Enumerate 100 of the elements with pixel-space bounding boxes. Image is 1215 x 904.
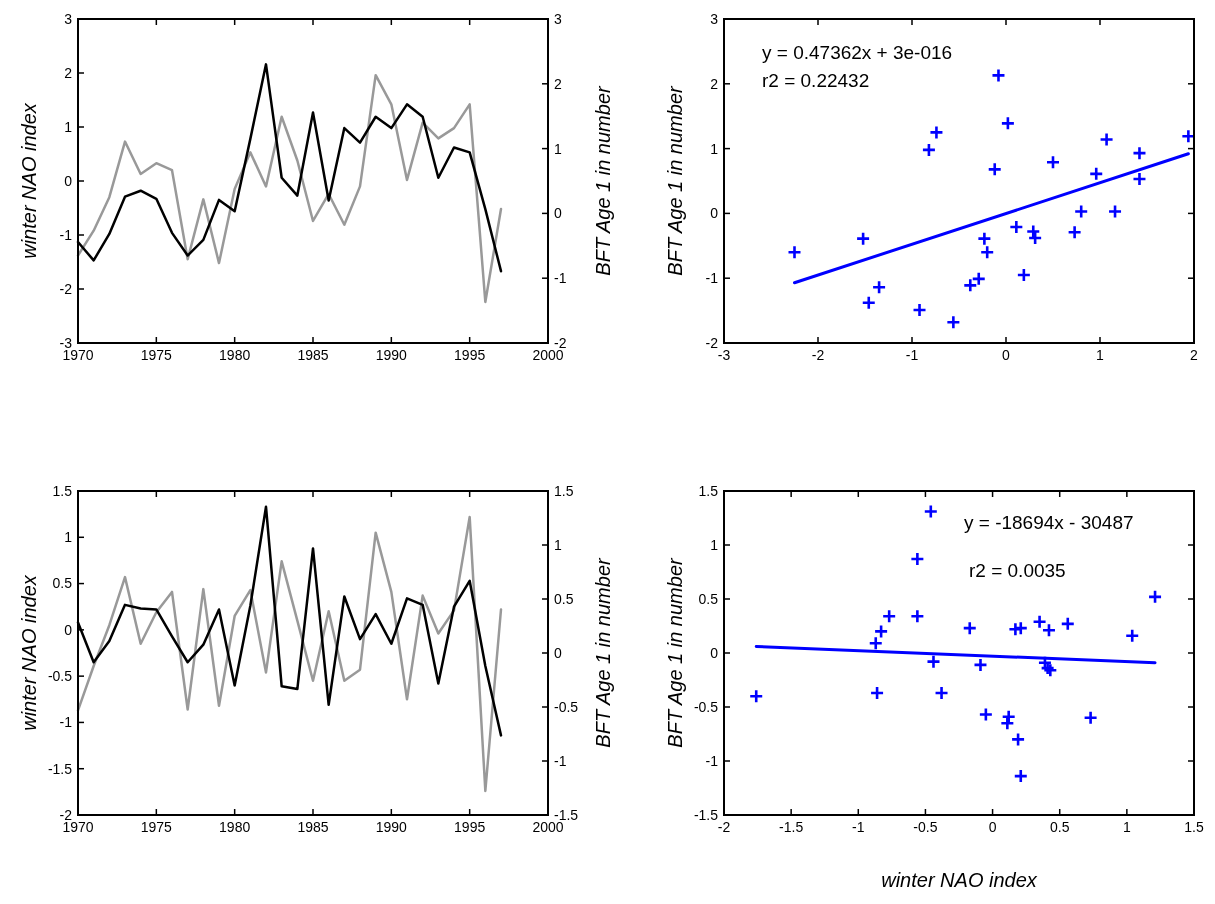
x-axis-title: winter NAO index bbox=[881, 869, 1038, 891]
y-tick-label: 1 bbox=[710, 536, 719, 553]
y2-axis-title: BFT Age 1 in number bbox=[592, 556, 614, 748]
x-tick-label: -0.5 bbox=[913, 819, 938, 835]
y2-tick-label: 1 bbox=[554, 140, 562, 157]
y2-tick-label: -1 bbox=[554, 752, 567, 769]
y-tick-label: 2 bbox=[710, 75, 719, 92]
y-tick-label: 1.5 bbox=[52, 482, 73, 499]
point bbox=[1010, 732, 1026, 747]
point bbox=[1083, 710, 1098, 726]
annotation: y = -18694x - 30487 bbox=[964, 512, 1134, 533]
y-tick-label: 2 bbox=[64, 64, 73, 81]
point bbox=[962, 278, 978, 293]
y-tick-label: 1 bbox=[710, 140, 719, 157]
point bbox=[1107, 204, 1123, 219]
x-tick-label: 1980 bbox=[219, 819, 251, 835]
point bbox=[1016, 267, 1032, 283]
point bbox=[868, 635, 884, 651]
annotation: r2 = 0.0035 bbox=[969, 560, 1066, 581]
annotation: y = 0.47362x + 3e-016 bbox=[762, 42, 953, 63]
x-tick-label: 1975 bbox=[140, 819, 173, 835]
x-tick-label: 1980 bbox=[219, 347, 251, 363]
y-tick-label: -2 bbox=[705, 334, 719, 351]
y-tick-label: 0.5 bbox=[52, 575, 73, 592]
point bbox=[978, 707, 994, 722]
point bbox=[910, 608, 925, 624]
point bbox=[1088, 166, 1104, 182]
x-tick-label: 0 bbox=[988, 819, 997, 835]
point bbox=[1013, 620, 1029, 636]
y-tick-label: -0.5 bbox=[47, 668, 73, 685]
point bbox=[977, 231, 992, 246]
point bbox=[1013, 768, 1029, 784]
y2-tick-label: 3 bbox=[554, 10, 562, 27]
x-tick-label: 1995 bbox=[454, 819, 486, 835]
y-tick-label: 0.5 bbox=[698, 590, 719, 607]
x-tick-label: 2 bbox=[1190, 347, 1199, 363]
x-tick-label: 1975 bbox=[140, 347, 173, 363]
y2-tick-label: 1.5 bbox=[554, 482, 574, 499]
x-tick-label: 1 bbox=[1122, 819, 1131, 835]
x-tick-label: 1.5 bbox=[1184, 819, 1204, 835]
point bbox=[1147, 589, 1163, 605]
point bbox=[934, 685, 949, 701]
y2-tick-label: 2 bbox=[554, 75, 562, 92]
y-tick-label: -0.5 bbox=[693, 698, 719, 715]
point bbox=[946, 314, 961, 330]
line-series bbox=[76, 515, 503, 793]
y-tick-label: -1 bbox=[59, 226, 73, 243]
point bbox=[1099, 132, 1114, 147]
y2-tick-label: -1 bbox=[554, 270, 567, 287]
y-tick-label: 3 bbox=[710, 10, 719, 27]
point bbox=[971, 271, 987, 287]
y2-tick-label: -0.5 bbox=[554, 698, 579, 715]
point bbox=[855, 231, 871, 246]
point bbox=[912, 302, 927, 318]
point bbox=[1000, 116, 1016, 131]
point bbox=[910, 551, 925, 567]
x-tick-label: -1.5 bbox=[779, 819, 804, 835]
x-tick-label: 1995 bbox=[454, 347, 486, 363]
y2-tick-label: 0 bbox=[554, 644, 562, 661]
point bbox=[871, 279, 887, 295]
point bbox=[873, 624, 889, 639]
y-tick-label: 1 bbox=[64, 118, 73, 135]
y2-tick-label: 0 bbox=[554, 205, 562, 222]
y2-tick-label: 0.5 bbox=[554, 590, 574, 607]
y-axis-title: BFT Age 1 in number bbox=[664, 84, 686, 276]
y-tick-label: 1.5 bbox=[698, 482, 719, 499]
point bbox=[861, 295, 877, 311]
point bbox=[926, 654, 941, 669]
y-axis-title: BFT Age 1 in number bbox=[664, 556, 686, 748]
line-series bbox=[76, 73, 503, 304]
x-tick-label: 0 bbox=[1002, 347, 1011, 363]
y-tick-label: -1 bbox=[705, 752, 719, 769]
point bbox=[1132, 171, 1147, 187]
y-tick-label: 0 bbox=[710, 644, 719, 661]
y2-axis-title: BFT Age 1 in number bbox=[592, 84, 614, 276]
point bbox=[921, 142, 937, 158]
x-tick-label: -1 bbox=[905, 347, 919, 363]
point bbox=[1073, 204, 1089, 219]
y-tick-label: 0 bbox=[64, 621, 73, 638]
y-tick-label: 0 bbox=[710, 205, 719, 222]
y-axis-title: winter NAO index bbox=[18, 574, 40, 731]
annotation: r2 = 0.22432 bbox=[762, 70, 870, 91]
y2-tick-label: 1 bbox=[554, 536, 562, 553]
x-tick-label: 0.5 bbox=[1049, 819, 1070, 835]
x-tick-label: -1 bbox=[852, 819, 865, 835]
y-tick-label: 1 bbox=[64, 529, 73, 546]
point bbox=[991, 68, 1006, 83]
x-tick-label: 1985 bbox=[297, 347, 329, 363]
y-axis-title: winter NAO index bbox=[18, 102, 40, 259]
point bbox=[929, 125, 944, 140]
x-tick-label: 1985 bbox=[297, 819, 329, 835]
y-tick-label: -1.5 bbox=[47, 760, 73, 777]
point bbox=[881, 608, 897, 624]
point bbox=[962, 620, 978, 636]
point bbox=[979, 244, 995, 260]
point bbox=[748, 688, 764, 704]
point bbox=[1132, 145, 1147, 161]
y-tick-label: 3 bbox=[64, 10, 73, 27]
point bbox=[1067, 224, 1082, 240]
point bbox=[923, 504, 939, 519]
